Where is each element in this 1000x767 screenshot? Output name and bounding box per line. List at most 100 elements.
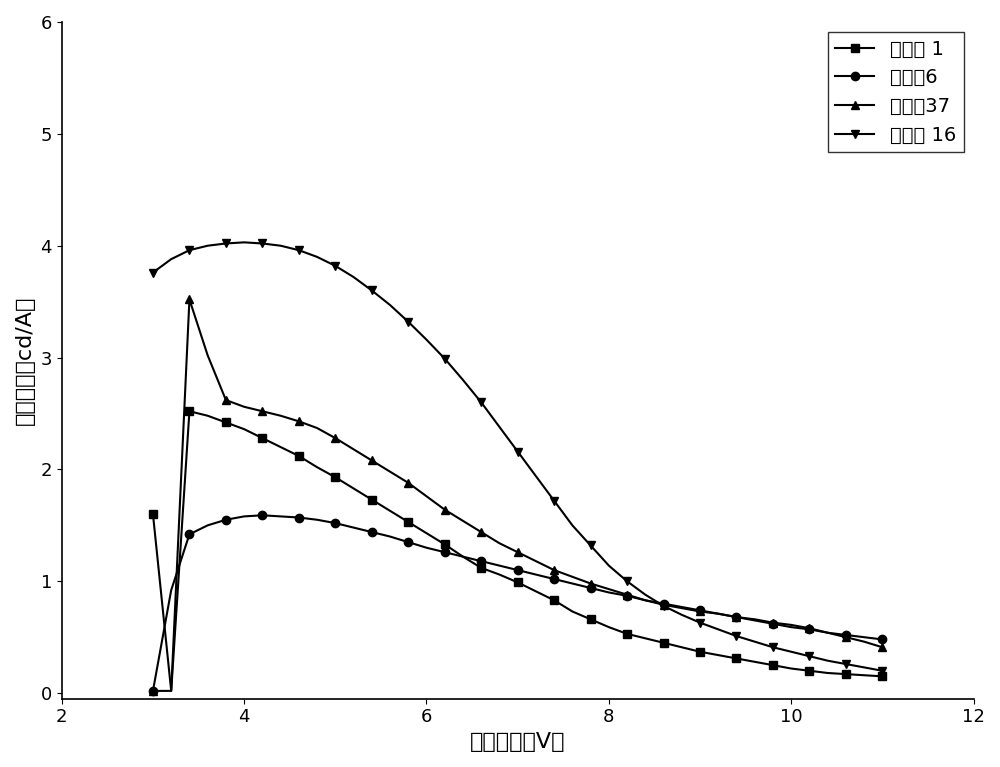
化合物6 [803, 625, 815, 634]
化合物6 [420, 543, 432, 552]
化合物 16 [566, 521, 578, 530]
化合物 1 [165, 686, 177, 696]
化合物37 [384, 467, 396, 476]
Line: 化合物37: 化合物37 [149, 295, 887, 695]
化合物6 [293, 513, 305, 522]
化合物 1 [493, 570, 505, 579]
化合物 16 [603, 561, 615, 570]
化合物 16 [858, 663, 870, 672]
化合物37 [785, 621, 797, 630]
化合物 16 [165, 255, 177, 264]
化合物6 [439, 548, 451, 557]
化合物6 [694, 606, 706, 615]
化合物 16 [585, 541, 597, 550]
化合物 16 [785, 647, 797, 657]
化合物37 [512, 548, 524, 557]
化合物37 [730, 613, 742, 622]
化合物37 [147, 686, 159, 696]
化合物 1 [311, 463, 323, 472]
化合物6 [767, 619, 779, 628]
化合物 1 [457, 552, 469, 561]
化合物 1 [348, 484, 360, 493]
化合物 16 [348, 272, 360, 281]
Line: 化合物6: 化合物6 [149, 511, 887, 695]
化合物 16 [457, 375, 469, 384]
化合物 1 [275, 443, 287, 452]
化合物37 [202, 351, 214, 360]
化合物37 [603, 584, 615, 594]
化合物37 [402, 479, 414, 488]
Legend: 化合物 1, 化合物6, 化合物37, 化合物 16: 化合物 1, 化合物6, 化合物37, 化合物 16 [828, 31, 964, 153]
化合物6 [858, 633, 870, 642]
化合物37 [275, 411, 287, 420]
化合物 16 [676, 611, 688, 620]
化合物37 [566, 572, 578, 581]
化合物 16 [512, 447, 524, 456]
化合物 16 [548, 496, 560, 505]
化合物 1 [548, 596, 560, 605]
化合物37 [183, 295, 195, 304]
化合物 1 [202, 411, 214, 420]
化合物37 [694, 607, 706, 616]
化合物37 [439, 505, 451, 515]
化合物37 [822, 628, 834, 637]
化合物 1 [366, 495, 378, 504]
化合物 1 [439, 540, 451, 549]
化合物 16 [694, 618, 706, 627]
化合物 1 [767, 660, 779, 670]
化合物 16 [402, 318, 414, 327]
化合物 1 [858, 670, 870, 680]
化合物 16 [384, 301, 396, 310]
化合物37 [329, 433, 341, 443]
化合物 16 [220, 239, 232, 248]
化合物 16 [530, 472, 542, 481]
化合物 1 [256, 433, 268, 443]
化合物 1 [220, 418, 232, 427]
化合物 16 [767, 643, 779, 652]
化合物37 [238, 402, 250, 411]
化合物 1 [621, 629, 633, 638]
化合物37 [840, 633, 852, 642]
化合物 16 [475, 398, 487, 407]
化合物 16 [311, 252, 323, 262]
化合物 1 [840, 670, 852, 679]
化合物6 [785, 623, 797, 632]
化合物6 [348, 523, 360, 532]
化合物 16 [749, 637, 761, 647]
化合物6 [457, 552, 469, 561]
化合物37 [858, 637, 870, 647]
化合物37 [803, 624, 815, 633]
化合物6 [658, 599, 670, 608]
化合物 16 [730, 631, 742, 640]
化合物 1 [147, 509, 159, 518]
化合物37 [256, 407, 268, 416]
化合物6 [220, 515, 232, 525]
化合物6 [512, 565, 524, 574]
化合物6 [566, 579, 578, 588]
化合物 16 [238, 238, 250, 247]
化合物 1 [530, 587, 542, 596]
化合物 1 [730, 653, 742, 663]
化合物6 [165, 586, 177, 595]
化合物6 [475, 557, 487, 566]
化合物 1 [585, 614, 597, 624]
化合物6 [822, 628, 834, 637]
化合物6 [275, 512, 287, 521]
化合物6 [749, 616, 761, 625]
化合物 1 [749, 657, 761, 667]
化合物 16 [840, 660, 852, 669]
Y-axis label: 电流效率（cd/A）: 电流效率（cd/A） [15, 295, 35, 425]
化合物37 [165, 686, 177, 696]
化合物 1 [785, 664, 797, 673]
化合物6 [530, 570, 542, 579]
化合物37 [530, 557, 542, 566]
化合物 1 [183, 407, 195, 416]
Line: 化合物 1: 化合物 1 [149, 407, 887, 695]
化合物6 [183, 530, 195, 539]
X-axis label: 驱动电压（V）: 驱动电压（V） [470, 732, 565, 752]
化合物 1 [822, 668, 834, 677]
化合物6 [329, 518, 341, 528]
化合物 16 [439, 354, 451, 364]
化合物 1 [639, 634, 651, 643]
化合物 16 [293, 245, 305, 255]
